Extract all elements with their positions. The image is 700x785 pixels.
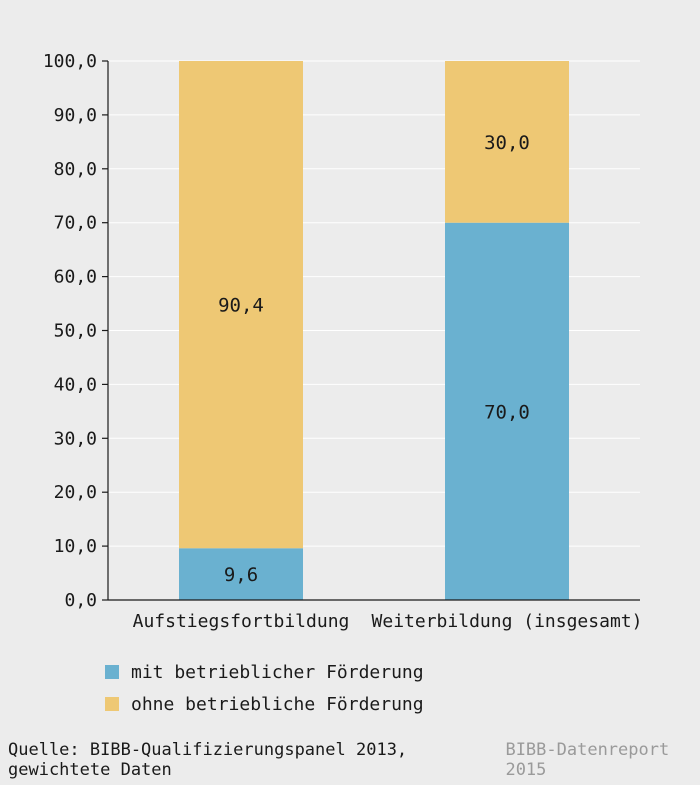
brand-note: BIBB-Datenreport 2015 xyxy=(505,740,670,780)
y-tick-label: 0,0 xyxy=(64,590,97,611)
y-tick-label: 40,0 xyxy=(54,374,97,395)
y-tick-label: 60,0 xyxy=(54,267,97,288)
y-tick-label: 90,0 xyxy=(54,105,97,126)
bar-weiterbildung-ohne-foerderung xyxy=(445,61,569,223)
axes xyxy=(102,60,640,601)
bar-weiterbildung-mit-foerderung xyxy=(445,222,569,600)
legend-swatch-ohne-foerderung xyxy=(105,697,119,711)
data-label-weiterbildung-ohne-foerderung: 30,0 xyxy=(484,132,530,154)
x-category-label-aufstiegsfortbildung: Aufstiegsfortbildung xyxy=(133,611,350,632)
y-tick-label: 70,0 xyxy=(54,213,97,234)
legend: mit betrieblicher Förderung ohne betrieb… xyxy=(105,656,424,720)
data-label-aufstiegsfortbildung-mit-foerderung: 9,6 xyxy=(224,564,258,586)
footer: Quelle: BIBB-Qualifizierungspanel 2013, … xyxy=(8,740,692,780)
y-tick-label: 30,0 xyxy=(54,428,97,449)
bars xyxy=(179,61,569,600)
x-category-label-weiterbildung: Weiterbildung (insgesamt) xyxy=(372,611,643,632)
stacked-bar-chart: 0,0 10,0 20,0 30,0 40,0 50,0 60,0 70,0 80,0 90,0 1… xyxy=(43,51,643,632)
legend-label-mit-foerderung: mit betrieblicher Förderung xyxy=(131,661,424,683)
y-tick-label: 50,0 xyxy=(54,321,97,342)
legend-swatch-mit-foerderung xyxy=(105,665,119,679)
data-label-aufstiegsfortbildung-ohne-foerderung: 90,4 xyxy=(218,295,264,317)
y-tick-label: 20,0 xyxy=(54,482,97,503)
legend-item-ohne-foerderung: ohne betriebliche Förderung xyxy=(105,688,424,720)
bar-aufstiegsfortbildung-ohne-foerderung xyxy=(179,61,303,549)
bar-aufstiegsfortbildung-mit-foerderung xyxy=(179,548,303,600)
legend-item-mit-foerderung: mit betrieblicher Förderung xyxy=(105,656,424,688)
source-note: Quelle: BIBB-Qualifizierungspanel 2013, … xyxy=(8,740,408,780)
legend-label-ohne-foerderung: ohne betriebliche Förderung xyxy=(131,693,424,715)
y-tick-label: 10,0 xyxy=(54,536,97,557)
y-tick-label: 100,0 xyxy=(43,51,97,72)
data-label-weiterbildung-mit-foerderung: 70,0 xyxy=(484,401,530,423)
y-tick-label: 80,0 xyxy=(54,159,97,180)
labels: 0,0 10,0 20,0 30,0 40,0 50,0 60,0 70,0 80,0 90,0 1… xyxy=(43,51,643,632)
